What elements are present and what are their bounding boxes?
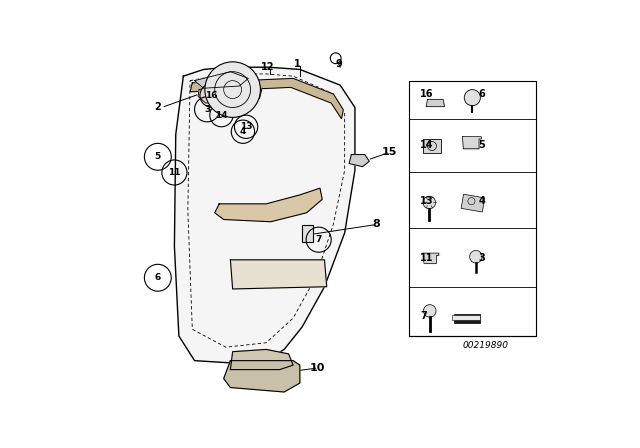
Circle shape (470, 250, 482, 263)
Text: 14: 14 (420, 140, 433, 150)
Text: 2: 2 (154, 102, 161, 112)
FancyBboxPatch shape (302, 225, 314, 242)
Polygon shape (224, 361, 300, 392)
Text: 14: 14 (215, 111, 228, 120)
Text: 6: 6 (478, 89, 485, 99)
Polygon shape (190, 78, 343, 119)
Polygon shape (423, 253, 439, 263)
Polygon shape (230, 260, 327, 289)
Bar (452, 315, 481, 320)
Text: 3: 3 (204, 105, 210, 114)
Text: 6: 6 (155, 273, 161, 282)
Text: 11: 11 (168, 168, 180, 177)
Circle shape (205, 62, 260, 117)
Text: 3: 3 (478, 253, 485, 263)
Bar (454, 314, 481, 323)
Circle shape (464, 90, 481, 106)
Text: 10: 10 (310, 363, 325, 373)
Polygon shape (195, 72, 248, 88)
Polygon shape (426, 99, 445, 107)
Bar (409, 81, 536, 336)
Polygon shape (198, 76, 262, 103)
Text: 5: 5 (478, 140, 485, 150)
Circle shape (424, 305, 436, 317)
Text: 1: 1 (294, 59, 301, 69)
Text: 5: 5 (155, 152, 161, 161)
Text: 13: 13 (420, 196, 433, 206)
Polygon shape (463, 137, 481, 149)
Text: 16: 16 (205, 91, 218, 100)
Circle shape (423, 196, 436, 209)
Text: 7: 7 (420, 311, 427, 321)
Bar (461, 194, 484, 212)
Polygon shape (215, 188, 323, 222)
Text: 00219890: 00219890 (463, 341, 509, 350)
Text: 7: 7 (316, 235, 322, 244)
Text: 11: 11 (420, 253, 433, 263)
Polygon shape (349, 155, 369, 167)
Bar (423, 139, 441, 153)
Text: 4: 4 (478, 196, 485, 206)
Text: 12: 12 (261, 62, 275, 72)
Polygon shape (230, 349, 293, 370)
Text: 13: 13 (240, 122, 252, 131)
Text: 4: 4 (240, 127, 246, 136)
Text: 9: 9 (336, 59, 342, 69)
Polygon shape (174, 67, 355, 363)
Text: 15: 15 (381, 147, 397, 157)
Text: 16: 16 (420, 89, 433, 99)
Circle shape (330, 53, 341, 64)
Text: 8: 8 (372, 219, 380, 229)
